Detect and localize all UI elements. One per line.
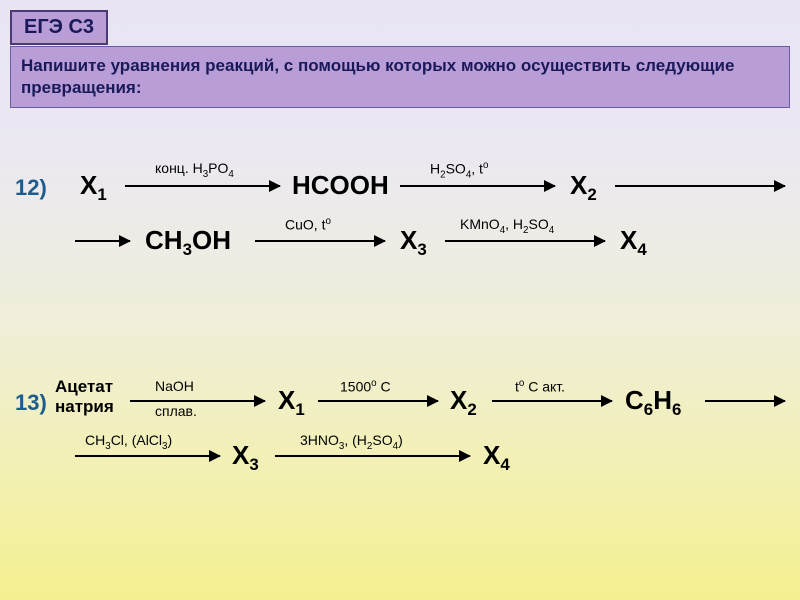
p12-arrow-6 xyxy=(445,240,605,242)
p13-cond-1: NaOH xyxy=(155,378,194,394)
p12-arrow-4 xyxy=(75,240,130,242)
p12-arrow-5 xyxy=(255,240,385,242)
problem-13-number: 13) xyxy=(15,390,47,416)
p13-arrow-4 xyxy=(705,400,785,402)
p13-cond-4: CH3Cl, (AlCl3) xyxy=(85,432,172,452)
p13-x3: X3 xyxy=(232,440,259,475)
p13-cond-2: 1500o C xyxy=(340,378,391,395)
p12-cond-4: KMnO4, H2SO4 xyxy=(460,216,554,236)
p12-cond-1: конц. H3PO4 xyxy=(155,160,234,180)
p12-arrow-3 xyxy=(615,185,785,187)
instruction-text: Напишите уравнения реакций, с помощью ко… xyxy=(10,46,790,108)
p13-x1: X1 xyxy=(278,385,305,420)
problem-12-number: 12) xyxy=(15,175,47,201)
p12-x2: X2 xyxy=(570,170,597,205)
p12-x1: X1 xyxy=(80,170,107,205)
p12-x4: X4 xyxy=(620,225,647,260)
p13-arrow-6 xyxy=(275,455,470,457)
p13-cond-1-below: сплав. xyxy=(155,403,197,419)
p12-arrow-1 xyxy=(125,185,280,187)
p13-x2: X2 xyxy=(450,385,477,420)
p12-x3: X3 xyxy=(400,225,427,260)
p12-hcooh: HCOOH xyxy=(292,170,389,201)
p13-c6h6: C6H6 xyxy=(625,385,681,420)
p13-acetate-line1: Ацетат xyxy=(55,377,113,397)
p13-arrow-3 xyxy=(492,400,612,402)
p13-x4: X4 xyxy=(483,440,510,475)
p13-acetate-line2: натрия xyxy=(55,397,114,417)
p12-ch3oh: CH3OH xyxy=(145,225,231,260)
p13-cond-5: 3HNO3, (H2SO4) xyxy=(300,432,403,452)
p13-arrow-1 xyxy=(130,400,265,402)
p12-cond-3: CuO, to xyxy=(285,216,331,233)
exam-badge: ЕГЭ С3 xyxy=(10,10,108,45)
p12-cond-2: H2SO4, to xyxy=(430,160,488,180)
p13-arrow-5 xyxy=(75,455,220,457)
p13-arrow-2 xyxy=(318,400,438,402)
p12-arrow-2 xyxy=(400,185,555,187)
p13-cond-3: to C акт. xyxy=(515,378,565,395)
